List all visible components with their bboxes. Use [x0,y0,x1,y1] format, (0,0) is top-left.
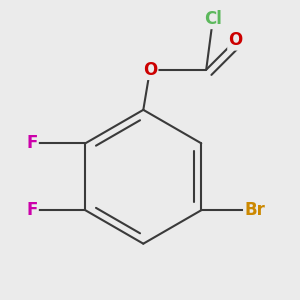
Text: F: F [26,134,38,152]
Text: Cl: Cl [204,10,222,28]
Text: O: O [143,61,157,79]
Text: Br: Br [244,201,265,219]
Text: F: F [26,201,38,219]
Text: O: O [229,31,243,49]
